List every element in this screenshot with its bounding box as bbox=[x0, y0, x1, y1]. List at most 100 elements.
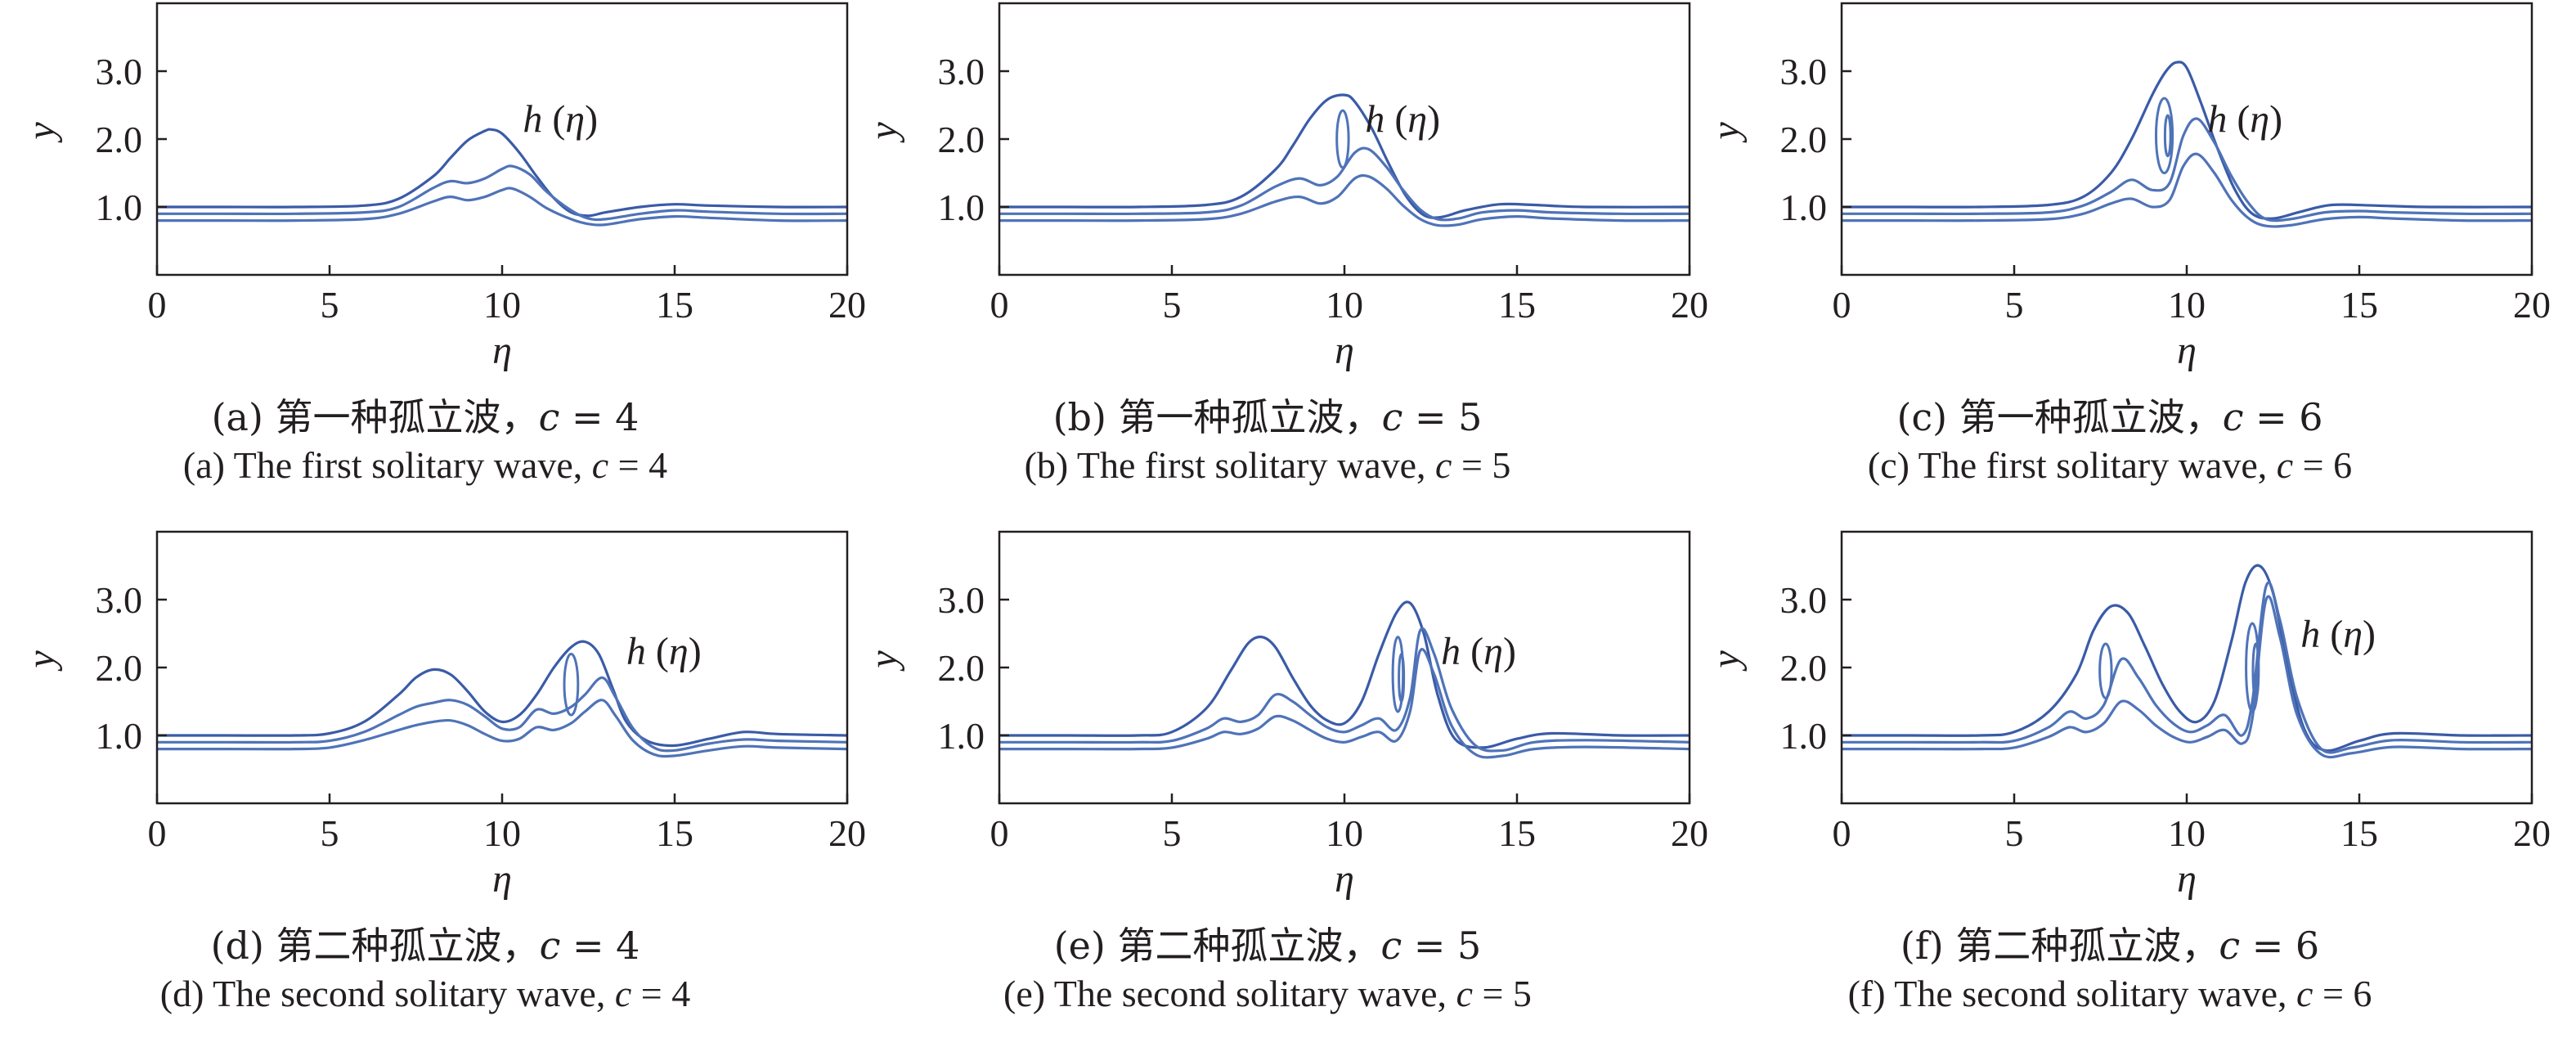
series-line-f-2 bbox=[1842, 581, 2533, 754]
chart-f: 0 5 10 15 20 1.0 2.0 3.0 η y h (η) bbox=[1704, 530, 2551, 901]
x-tick-label-f-4: 20 bbox=[2513, 812, 2551, 854]
series-line-c-3 bbox=[1842, 152, 2533, 228]
x-tick-label-b-1: 5 bbox=[1163, 284, 1182, 326]
plot-frame-d bbox=[155, 530, 849, 805]
series-line-a-3 bbox=[157, 187, 848, 227]
plot-frame-f bbox=[1840, 530, 2533, 805]
x-tick-label-c-1: 5 bbox=[2005, 284, 2024, 326]
x-tick-label-f-2: 10 bbox=[2168, 812, 2206, 854]
y-tick-label-e-1: 2.0 bbox=[938, 647, 985, 689]
x-tick-label-c-4: 20 bbox=[2513, 284, 2551, 326]
x-tick-label-e-3: 15 bbox=[1498, 812, 1536, 854]
loop-contour-f-3 bbox=[2251, 642, 2260, 699]
y-tick-label-b-0: 1.0 bbox=[938, 187, 985, 228]
chart-c: 0 5 10 15 20 1.0 2.0 3.0 η y h (η) bbox=[1704, 2, 2551, 372]
y-tick-label-f-2: 3.0 bbox=[1780, 579, 1828, 621]
x-tick-label-d-0: 0 bbox=[148, 812, 167, 854]
y-axis-label-a: y bbox=[20, 122, 63, 144]
y-tick-label-a-1: 2.0 bbox=[96, 119, 143, 160]
chart-a: 0 5 10 15 20 1.0 2.0 3.0 η y h (η) bbox=[20, 2, 866, 372]
series-line-b-1 bbox=[999, 93, 1690, 219]
x-tick-label-e-4: 20 bbox=[1671, 812, 1708, 854]
caption-cn-d: (d) 第二种孤立波，c = 4 bbox=[210, 924, 640, 968]
series-line-d-2 bbox=[157, 676, 848, 753]
series-line-b-3 bbox=[999, 173, 1690, 227]
x-tick-label-d-1: 5 bbox=[321, 812, 339, 854]
subplot-c: 0 5 10 15 20 1.0 2.0 3.0 η y h (η) (c) 第一种孤立波，c = … bbox=[1685, 0, 2551, 524]
series-line-d-1 bbox=[157, 640, 848, 748]
x-tick-label-a-3: 15 bbox=[656, 284, 693, 326]
x-tick-label-e-0: 0 bbox=[990, 812, 1009, 854]
series-line-a-1 bbox=[157, 128, 848, 218]
plot-frame-b bbox=[998, 2, 1691, 276]
caption-en-e: (e) The second solitary wave, c = 5 bbox=[1003, 973, 1532, 1014]
series-line-f-3 bbox=[1842, 595, 2533, 759]
y-tick-label-c-1: 2.0 bbox=[1780, 119, 1828, 160]
x-tick-label-d-4: 20 bbox=[828, 812, 866, 854]
series-line-f-1 bbox=[1842, 564, 2533, 753]
x-tick-label-f-0: 0 bbox=[1833, 812, 1851, 854]
y-tick-label-e-0: 1.0 bbox=[938, 715, 985, 757]
caption-en-f: (f) The second solitary wave, c = 6 bbox=[1847, 973, 2372, 1014]
y-tick-label-b-2: 3.0 bbox=[938, 51, 985, 92]
x-tick-label-b-2: 10 bbox=[1326, 284, 1363, 326]
curve-annotation-d: h (η) bbox=[626, 630, 702, 673]
x-tick-label-b-4: 20 bbox=[1671, 284, 1708, 326]
y-axis-label-f: y bbox=[1704, 650, 1748, 672]
x-tick-label-b-0: 0 bbox=[990, 284, 1009, 326]
x-axis-label-a: η bbox=[492, 329, 512, 372]
x-tick-label-e-1: 5 bbox=[1163, 812, 1182, 854]
caption-cn-f: (f) 第二种孤立波，c = 6 bbox=[1900, 924, 2320, 968]
x-axis-label-d: η bbox=[492, 857, 512, 901]
curve-annotation-f: h (η) bbox=[2300, 613, 2376, 656]
caption-en-d: (d) The second solitary wave, c = 4 bbox=[159, 973, 691, 1014]
y-tick-label-a-0: 1.0 bbox=[96, 187, 143, 228]
curve-annotation-a: h (η) bbox=[523, 98, 598, 142]
x-tick-label-c-0: 0 bbox=[1833, 284, 1851, 326]
y-tick-label-b-1: 2.0 bbox=[938, 119, 985, 160]
chart-e: 0 5 10 15 20 1.0 2.0 3.0 η y h (η) bbox=[862, 530, 1708, 901]
series-line-e-1 bbox=[999, 600, 1690, 749]
chart-d: 0 5 10 15 20 1.0 2.0 3.0 η y h (η) bbox=[20, 530, 866, 901]
y-tick-label-c-2: 3.0 bbox=[1780, 51, 1828, 92]
caption-en-a: (a) The first solitary wave, c = 4 bbox=[182, 444, 668, 486]
y-tick-label-d-1: 2.0 bbox=[96, 647, 143, 689]
plot-frame-e bbox=[998, 530, 1691, 805]
y-tick-label-d-2: 3.0 bbox=[96, 579, 143, 621]
loop-contour-e-2 bbox=[1398, 652, 1406, 703]
x-tick-label-d-3: 15 bbox=[656, 812, 693, 854]
x-tick-label-a-4: 20 bbox=[828, 284, 866, 326]
x-axis-label-b: η bbox=[1335, 329, 1354, 372]
y-axis-label-b: y bbox=[862, 122, 905, 144]
x-tick-label-c-2: 10 bbox=[2168, 284, 2206, 326]
subplot-d: 0 5 10 15 20 1.0 2.0 3.0 η y h (η) (d) 第二种孤立波，c = … bbox=[0, 528, 866, 1052]
y-axis-label-d: y bbox=[20, 650, 63, 672]
y-tick-label-e-2: 3.0 bbox=[938, 579, 985, 621]
x-tick-label-a-2: 10 bbox=[483, 284, 521, 326]
subplot-e: 0 5 10 15 20 1.0 2.0 3.0 η y h (η) (e) 第二种孤立波，c = … bbox=[842, 528, 1708, 1052]
curve-annotation-e: h (η) bbox=[1441, 630, 1516, 673]
x-tick-label-a-0: 0 bbox=[148, 284, 167, 326]
loop-contour-c-1 bbox=[2154, 97, 2174, 175]
y-tick-label-a-2: 3.0 bbox=[96, 51, 143, 92]
x-axis-label-c: η bbox=[2177, 329, 2197, 372]
loop-contour-d-1 bbox=[563, 652, 580, 717]
series-line-c-1 bbox=[1842, 61, 2533, 220]
caption-cn-b: (b) 第一种孤立波，c = 5 bbox=[1052, 395, 1483, 439]
x-tick-label-d-2: 10 bbox=[483, 812, 521, 854]
loop-contour-b-1 bbox=[1335, 109, 1350, 169]
x-tick-label-b-3: 15 bbox=[1498, 284, 1536, 326]
plot-frame-c bbox=[1840, 2, 2533, 276]
loop-contour-c-2 bbox=[2163, 114, 2172, 158]
subplot-a: 0 5 10 15 20 1.0 2.0 3.0 η y h (η) (a) 第一种孤立波，c = … bbox=[0, 0, 866, 524]
series-line-d-3 bbox=[157, 699, 848, 758]
loop-contour-f-1 bbox=[2098, 642, 2113, 699]
curve-annotation-b: h (η) bbox=[1365, 98, 1440, 142]
x-tick-label-f-3: 15 bbox=[2340, 812, 2378, 854]
curve-annotation-c: h (η) bbox=[2207, 98, 2282, 142]
subplot-f: 0 5 10 15 20 1.0 2.0 3.0 η y h (η) (f) 第二种孤立波，c = … bbox=[1685, 528, 2551, 1052]
y-tick-label-f-1: 2.0 bbox=[1780, 647, 1828, 689]
series-line-b-2 bbox=[999, 146, 1690, 222]
series-line-e-2 bbox=[999, 627, 1690, 753]
